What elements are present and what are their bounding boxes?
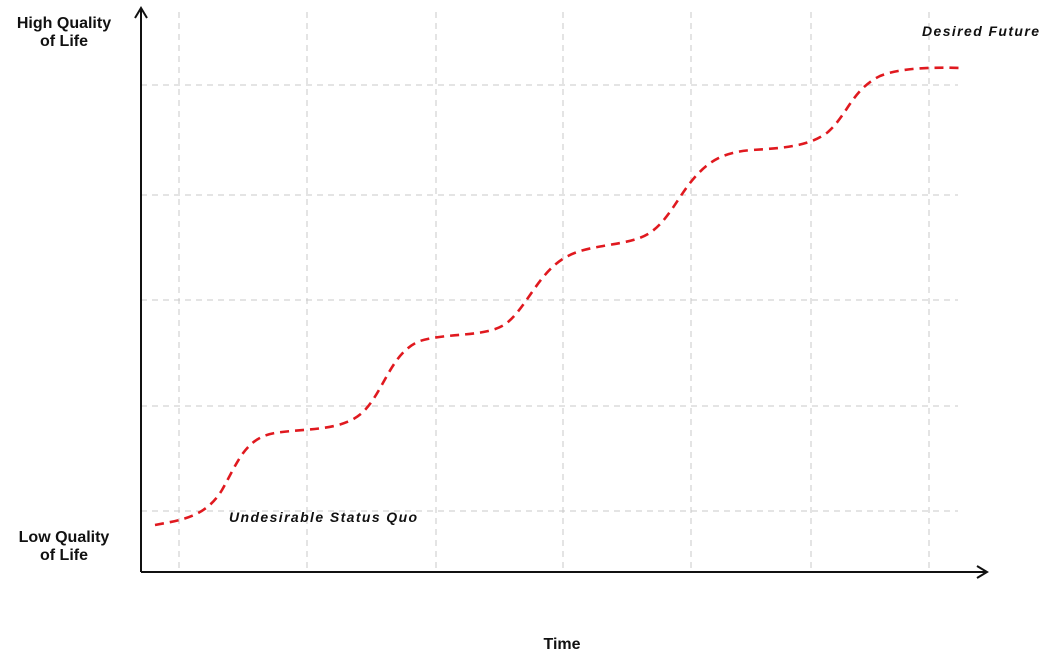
quality-of-life-trajectory bbox=[154, 66, 963, 527]
y-axis-top-label: High Quality of Life bbox=[6, 15, 122, 51]
status-quo-annotation: Undesirable Status Quo bbox=[229, 509, 419, 525]
y-axis-top-label-line1: High Quality bbox=[16, 15, 112, 32]
y-axis-arrowhead bbox=[134, 6, 148, 19]
axes bbox=[134, 6, 989, 579]
y-axis-bottom-label-line2: of Life bbox=[40, 547, 88, 564]
grid bbox=[141, 12, 958, 572]
desired-future-annotation: Desired Future bbox=[922, 23, 1041, 39]
x-axis-arrowhead bbox=[976, 565, 989, 579]
y-axis-bottom-label: Low Quality of Life bbox=[4, 529, 124, 565]
y-axis-bottom-label-line1: Low Quality bbox=[18, 529, 110, 546]
y-axis-top-label-line2: of Life bbox=[40, 33, 88, 50]
x-axis-label: Time bbox=[543, 636, 581, 653]
